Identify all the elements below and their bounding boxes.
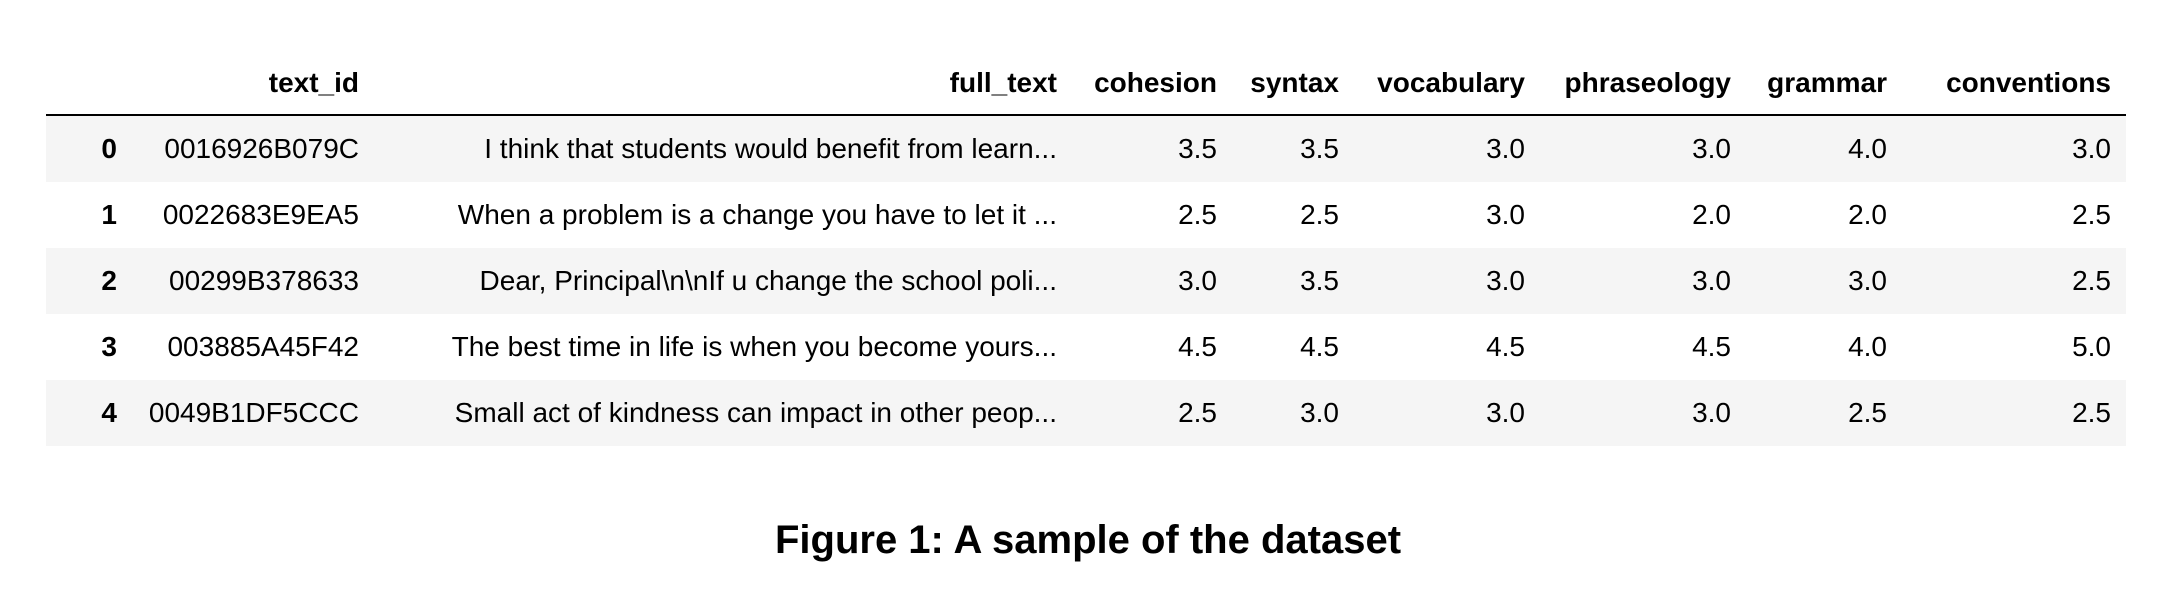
cell-conventions: 3.0 <box>2072 133 2111 164</box>
cell-syntax: 3.0 <box>1300 397 1339 428</box>
cell-cohesion: 2.5 <box>1178 397 1217 428</box>
cell-full-text: I think that students would benefit from… <box>484 133 1057 164</box>
header-syntax: syntax <box>1250 67 1339 98</box>
row-index: 0 <box>101 133 117 164</box>
cell-text-id: 003885A45F42 <box>167 331 359 362</box>
cell-phraseology: 3.0 <box>1692 133 1731 164</box>
cell-grammar: 2.0 <box>1848 199 1887 230</box>
cell-text-id: 0049B1DF5CCC <box>148 397 359 428</box>
cell-vocabulary: 3.0 <box>1486 133 1525 164</box>
header-text-id: text_id <box>268 67 359 98</box>
dataset-sample-table: text_id full_text cohesion syntax vocabu… <box>46 52 2126 446</box>
cell-grammar: 4.0 <box>1848 331 1887 362</box>
cell-phraseology: 4.5 <box>1692 331 1731 362</box>
cell-full-text: Dear, Principal\n\nIf u change the schoo… <box>479 265 1057 296</box>
cell-text-id: 0022683E9EA5 <box>162 199 359 230</box>
cell-vocabulary: 3.0 <box>1486 199 1525 230</box>
cell-full-text: When a problem is a change you have to l… <box>457 199 1057 230</box>
cell-cohesion: 2.5 <box>1178 199 1217 230</box>
cell-syntax: 3.5 <box>1300 265 1339 296</box>
cell-phraseology: 3.0 <box>1692 265 1731 296</box>
header-phraseology: phraseology <box>1564 67 1731 98</box>
table-row: 0 0016926B079C I think that students wou… <box>46 115 2126 182</box>
cell-vocabulary: 3.0 <box>1486 397 1525 428</box>
table-header-row: text_id full_text cohesion syntax vocabu… <box>46 52 2126 115</box>
cell-conventions: 2.5 <box>2072 397 2111 428</box>
table-row: 2 00299B378633 Dear, Principal\n\nIf u c… <box>46 248 2126 314</box>
cell-conventions: 2.5 <box>2072 199 2111 230</box>
header-vocabulary: vocabulary <box>1377 67 1525 98</box>
row-index: 1 <box>101 199 117 230</box>
table-row: 4 0049B1DF5CCC Small act of kindness can… <box>46 380 2126 446</box>
header-index <box>46 52 132 115</box>
cell-vocabulary: 3.0 <box>1486 265 1525 296</box>
cell-syntax: 3.5 <box>1300 133 1339 164</box>
cell-full-text: Small act of kindness can impact in othe… <box>454 397 1057 428</box>
cell-cohesion: 3.0 <box>1178 265 1217 296</box>
cell-conventions: 2.5 <box>2072 265 2111 296</box>
cell-phraseology: 2.0 <box>1692 199 1731 230</box>
cell-phraseology: 3.0 <box>1692 397 1731 428</box>
figure-caption: Figure 1: A sample of the dataset <box>774 518 1402 562</box>
cell-syntax: 4.5 <box>1300 331 1339 362</box>
header-grammar: grammar <box>1767 67 1887 98</box>
cell-cohesion: 3.5 <box>1178 133 1217 164</box>
cell-text-id: 00299B378633 <box>169 265 359 296</box>
cell-vocabulary: 4.5 <box>1486 331 1525 362</box>
header-cohesion: cohesion <box>1094 67 1217 98</box>
cell-conventions: 5.0 <box>2072 331 2111 362</box>
header-full-text: full_text <box>949 67 1057 98</box>
cell-syntax: 2.5 <box>1300 199 1339 230</box>
table-row: 3 003885A45F42 The best time in life is … <box>46 314 2126 380</box>
row-index: 2 <box>101 265 117 296</box>
cell-text-id: 0016926B079C <box>164 133 359 164</box>
row-index: 4 <box>101 397 117 428</box>
header-conventions: conventions <box>1946 67 2111 98</box>
cell-grammar: 2.5 <box>1848 397 1887 428</box>
cell-cohesion: 4.5 <box>1178 331 1217 362</box>
table-row: 1 0022683E9EA5 When a problem is a chang… <box>46 182 2126 248</box>
row-index: 3 <box>101 331 117 362</box>
cell-full-text: The best time in life is when you become… <box>451 331 1057 362</box>
cell-grammar: 3.0 <box>1848 265 1887 296</box>
cell-grammar: 4.0 <box>1848 133 1887 164</box>
